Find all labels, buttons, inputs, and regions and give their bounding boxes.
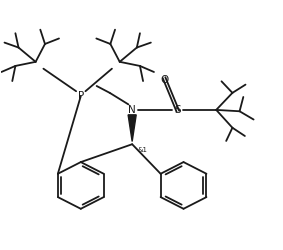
Polygon shape [128, 115, 136, 141]
Text: &1: &1 [138, 147, 148, 153]
Text: P: P [78, 91, 84, 101]
Text: O: O [161, 75, 169, 85]
Text: S: S [174, 105, 181, 115]
Text: N: N [128, 105, 136, 115]
